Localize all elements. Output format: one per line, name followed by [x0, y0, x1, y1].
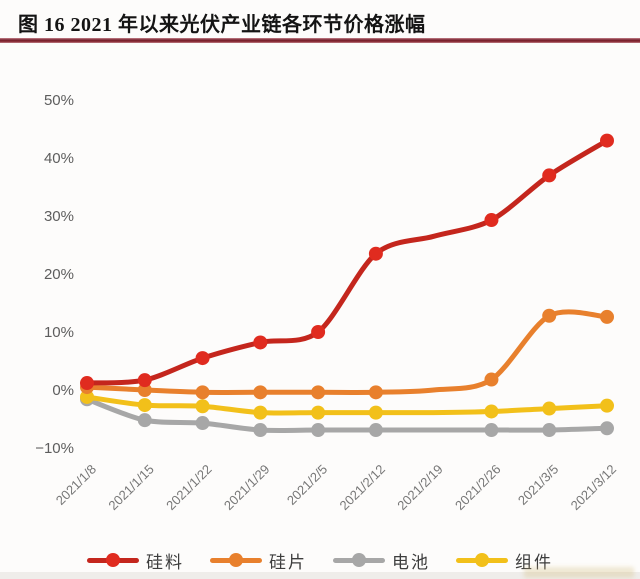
series-marker-wafer — [137, 383, 152, 397]
series-marker-wafer — [542, 308, 557, 323]
series-module — [80, 389, 614, 420]
title-divider — [0, 38, 640, 43]
series-cell — [80, 392, 614, 438]
series-marker-wafer — [368, 385, 383, 400]
series-marker-cell — [311, 423, 326, 438]
x-tick-label: 2021/1/22 — [163, 462, 215, 514]
legend-marker-icon — [352, 553, 366, 567]
legend-marker-icon — [229, 553, 243, 567]
figure-title: 图 16 2021 年以来光伏产业链各环节价格涨幅 — [18, 14, 426, 36]
y-tick-label: 0% — [52, 382, 74, 399]
legend-item-polysilicon: 硅料 — [87, 548, 184, 573]
series-marker-module — [484, 404, 499, 419]
series-line-cell — [84, 396, 610, 433]
series-marker-cell — [600, 421, 614, 436]
x-tick-label: 2021/3/12 — [568, 462, 620, 514]
series-marker-polysilicon — [137, 373, 152, 388]
series-marker-cell — [195, 416, 210, 431]
y-axis: 50% 40% 30% 20% 10% 0% −10% — [35, 92, 74, 457]
legend-swatch-module — [456, 553, 508, 567]
series-marker-cell — [542, 423, 557, 438]
chart-legend: 硅料 硅片 电池 组件 — [0, 547, 640, 573]
legend-label-cell: 电池 — [392, 552, 430, 572]
series-marker-wafer — [311, 385, 326, 400]
series-marker-module — [80, 389, 94, 404]
series-marker-module — [195, 399, 210, 414]
y-tick-label: 40% — [44, 150, 74, 167]
series-marker-module — [368, 405, 383, 420]
x-tick-label: 2021/3/5 — [515, 462, 561, 508]
x-tick-label: 2021/2/5 — [284, 462, 330, 508]
legend-swatch-wafer — [210, 553, 262, 567]
legend-label-polysilicon: 硅料 — [146, 552, 184, 572]
series-marker-polysilicon — [368, 246, 383, 261]
legend-swatch-cell — [333, 553, 385, 567]
legend-label-wafer: 硅片 — [269, 552, 307, 572]
line-chart: 50%40%30%20%10%0%−10%2021/1/8 2021/1/15 20… — [35, 92, 619, 514]
legend-label-module: 组件 — [515, 552, 553, 572]
series-line-polysilicon — [84, 138, 610, 386]
x-tick-label: 2021/1/29 — [221, 462, 273, 514]
legend-marker-icon — [475, 553, 489, 567]
series-marker-module — [542, 401, 557, 416]
legend-item-cell: 电池 — [333, 548, 430, 573]
legend-item-wafer: 硅片 — [210, 548, 307, 573]
y-tick-label: −10% — [35, 440, 74, 457]
x-tick-label: 2021/1/15 — [105, 462, 157, 514]
legend-item-module: 组件 — [456, 548, 553, 573]
series-polysilicon — [80, 133, 614, 391]
x-tick-label: 2021/2/12 — [337, 462, 389, 514]
series-marker-wafer — [253, 385, 268, 400]
legend-marker-icon — [106, 553, 120, 567]
watermark-smudge — [524, 567, 634, 578]
series-marker-polysilicon — [195, 351, 210, 366]
series-marker-module — [600, 398, 614, 413]
y-tick-label: 10% — [44, 324, 74, 341]
x-tick-label: 2021/2/26 — [452, 462, 504, 514]
series-wafer — [80, 308, 614, 400]
series-marker-module — [137, 398, 152, 413]
series-line-wafer — [84, 309, 610, 395]
x-tick-label: 2021/2/19 — [394, 462, 446, 514]
bottom-strip — [0, 572, 640, 579]
series-marker-module — [253, 405, 268, 420]
series-marker-wafer — [195, 385, 210, 400]
series-line-module — [84, 394, 610, 416]
series-marker-cell — [484, 423, 499, 438]
y-tick-label: 30% — [44, 208, 74, 225]
y-tick-label: 20% — [44, 266, 74, 283]
series-marker-module — [311, 405, 326, 420]
series-marker-cell — [253, 423, 268, 438]
series-marker-polysilicon — [484, 213, 499, 228]
series-marker-polysilicon — [600, 133, 614, 148]
series-marker-polysilicon — [311, 325, 326, 339]
series-marker-polysilicon — [80, 376, 94, 391]
legend-swatch-polysilicon — [87, 553, 139, 567]
series-marker-polysilicon — [542, 168, 557, 183]
series-marker-polysilicon — [253, 335, 268, 350]
series-marker-cell — [137, 413, 152, 428]
y-tick-label: 50% — [44, 92, 74, 109]
series-marker-wafer — [600, 309, 614, 324]
series-marker-cell — [368, 423, 383, 438]
x-axis: 2021/1/8 2021/1/15 2021/1/22 2021/1/29 2021/… — [53, 462, 619, 514]
x-tick-label: 2021/1/8 — [53, 462, 99, 508]
series-marker-wafer — [484, 372, 499, 387]
